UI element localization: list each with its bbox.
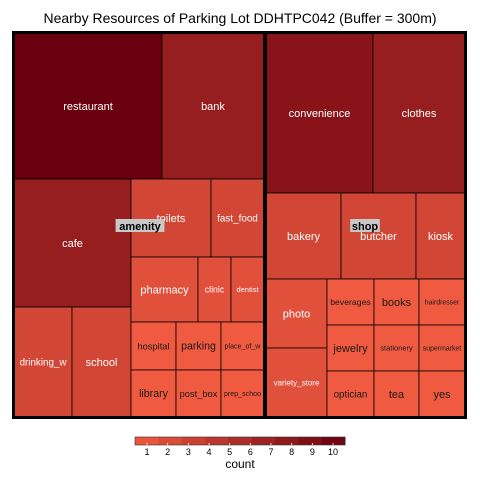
group-label-bg xyxy=(350,219,380,232)
tile-label: butcher xyxy=(360,231,397,243)
tile-variety-store xyxy=(265,347,328,418)
tile-label: restaurant xyxy=(63,101,113,113)
legend-tick-label: 8 xyxy=(289,447,294,457)
group-label-amenity: amenity xyxy=(119,221,161,233)
legend-tick-label: 4 xyxy=(206,447,211,457)
group-label-shop: shop xyxy=(352,221,379,233)
tile-label: pharmacy xyxy=(140,284,189,296)
tile-supermarket xyxy=(418,324,466,372)
tile-label: bank xyxy=(201,101,225,113)
tile-label: drinking_w xyxy=(20,357,68,368)
legend-swatch xyxy=(135,437,159,445)
tile-label: parking xyxy=(181,341,216,353)
tile-label: supermarket xyxy=(423,345,461,352)
tile-label: optician xyxy=(334,389,368,400)
legend-tick-label: 2 xyxy=(165,447,170,457)
tile-label: convenience xyxy=(289,108,351,120)
tile-dentist xyxy=(230,256,265,323)
tile-label: books xyxy=(382,297,412,309)
tile-label: kiosk xyxy=(428,231,454,243)
legend-tick-label: 1 xyxy=(144,447,149,457)
group-label-bg xyxy=(115,219,165,232)
tile-label: beverages xyxy=(330,297,371,307)
legend-tick-label: 9 xyxy=(310,447,315,457)
legend-swatch xyxy=(275,437,299,445)
tile-label: photo xyxy=(283,308,311,320)
tile-yes xyxy=(418,370,466,418)
legend-swatch xyxy=(228,437,253,445)
legend-swatch xyxy=(181,437,206,445)
tile-label: cafe xyxy=(62,238,83,250)
tile-label: yes xyxy=(433,389,451,401)
legend-tick-label: 3 xyxy=(186,447,191,457)
tile-books xyxy=(373,278,420,326)
legend-bar-outline xyxy=(134,436,346,446)
chart-title: Nearby Resources of Parking Lot DDHTPC04… xyxy=(43,10,437,26)
tile-label: clothes xyxy=(402,108,437,120)
tile-place-of-w xyxy=(220,321,265,371)
tile-photo xyxy=(265,278,328,349)
group-shop: convenience clothes bakery butcher kiosk phot… xyxy=(265,32,466,418)
tile-label: dentist xyxy=(236,285,259,294)
legend-swatch xyxy=(158,437,183,445)
tile-convenience xyxy=(265,32,374,194)
tile-fast-food xyxy=(210,178,265,258)
tile-label: stationery xyxy=(380,344,413,353)
legend-swatch xyxy=(321,437,346,445)
tile-label: place_of_w xyxy=(225,342,262,350)
tile-beverages xyxy=(326,278,375,326)
legend: 1 2 3 4 5 6 7 8 9 10 count xyxy=(134,436,346,471)
tile-optician xyxy=(326,370,375,418)
tile-hospital xyxy=(130,321,177,371)
tile-label: tea xyxy=(389,389,405,401)
tile-school xyxy=(71,306,132,418)
tile-hairdresser xyxy=(418,278,466,326)
tile-label: school xyxy=(86,357,118,369)
tile-prep-schoo xyxy=(220,369,265,418)
tile-library xyxy=(130,369,177,418)
tile-label: jewelry xyxy=(332,343,368,355)
tile-parking xyxy=(175,321,222,371)
tile-label: post_box xyxy=(180,389,218,399)
legend-tick-label: 5 xyxy=(227,447,232,457)
tile-cafe xyxy=(13,178,132,308)
tile-label: clinic xyxy=(205,285,225,295)
tile-clothes xyxy=(372,32,466,194)
tile-label: variety_store xyxy=(274,378,320,387)
tile-pharmacy xyxy=(130,256,199,323)
tile-label: hairdresser xyxy=(425,299,460,306)
tile-label: prep_schoo xyxy=(224,390,261,398)
tile-butcher xyxy=(340,192,417,280)
tile-label: fast_food xyxy=(217,213,258,224)
tile-label: hospital xyxy=(137,341,169,351)
legend-tick-label: 6 xyxy=(248,447,253,457)
legend-tick-label: 7 xyxy=(268,447,273,457)
tile-toilets xyxy=(130,178,212,258)
legend-swatch xyxy=(251,437,276,445)
legend-swatch xyxy=(298,437,323,445)
legend-title: count xyxy=(225,457,255,471)
tile-post-box xyxy=(175,369,222,418)
legend-tick-label: 10 xyxy=(328,447,338,457)
legend-swatch xyxy=(205,437,229,445)
tile-label: library xyxy=(139,388,169,400)
treemap-frame xyxy=(12,31,467,419)
tile-label: bakery xyxy=(287,231,321,243)
tile-tea xyxy=(373,370,420,418)
